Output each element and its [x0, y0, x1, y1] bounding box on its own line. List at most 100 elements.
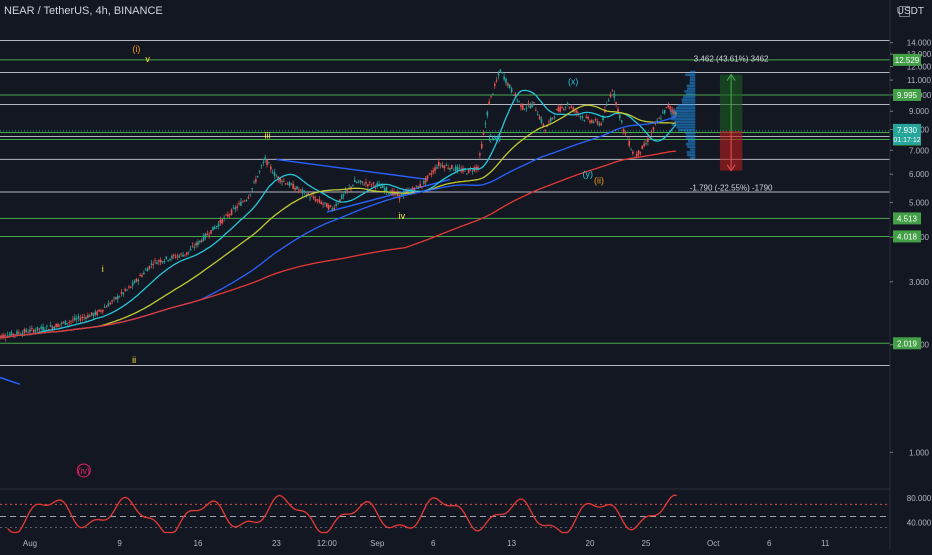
candle-body: [242, 201, 244, 203]
long-position-tool[interactable]: 3.462 (43.61%) 3462 -1.790 (-22.55%) -179…: [690, 55, 773, 193]
candle-body: [167, 260, 169, 262]
candle-body: [210, 230, 212, 234]
candle-body: [512, 94, 515, 96]
candle-body: [637, 150, 640, 156]
candle-body: [105, 306, 108, 308]
candle-body: [227, 214, 229, 217]
candle-body: [221, 219, 224, 224]
candle-body: [508, 84, 511, 88]
candle-body: [38, 328, 41, 330]
candle-body: [283, 180, 285, 182]
candle-body: [327, 205, 330, 210]
candle-body: [589, 120, 591, 123]
osc-tick-label: 80.000: [907, 494, 932, 503]
candle-body: [146, 268, 149, 272]
price-tick-label: 1.000: [909, 448, 930, 457]
candle-body: [135, 278, 138, 282]
candle-body: [542, 124, 545, 127]
candle-body: [611, 90, 614, 92]
time-axis[interactable]: Aug 9 16 23 12:00 Sep 6 13 20 25 Oct 6 11: [23, 539, 830, 548]
candle-body: [228, 214, 231, 216]
candle-body: [292, 184, 294, 189]
level-price-label: 4.018: [897, 232, 918, 241]
candle-body: [288, 182, 291, 186]
candle-body: [197, 241, 199, 245]
candle-body: [410, 190, 412, 193]
candle-body: [669, 106, 672, 110]
candle-body: [32, 329, 35, 333]
candle-body: [88, 315, 91, 318]
candle-body: [396, 192, 399, 196]
candle-body: [225, 214, 227, 216]
candle-body: [479, 153, 481, 156]
candle-body: [294, 188, 296, 190]
candle-body: [296, 186, 298, 190]
candle-body: [182, 254, 184, 257]
candle-body: [419, 184, 421, 188]
wave-label: i: [102, 264, 104, 274]
price-tick-label: 12.000: [907, 63, 932, 72]
candle-body: [284, 183, 287, 185]
candle-body: [31, 328, 33, 329]
candle-body: [208, 234, 210, 236]
trend-lines: [0, 158, 451, 385]
candle-body: [217, 223, 220, 227]
candle-body: [333, 207, 336, 210]
candle-body: [232, 207, 235, 209]
settings-checkbox-icon[interactable]: [899, 6, 910, 17]
candle-body: [335, 204, 337, 206]
candle-body: [85, 317, 87, 319]
wave-label: (i): [132, 44, 140, 54]
candle-body: [656, 120, 658, 122]
countdown-label: 01:17:12: [893, 137, 920, 144]
candle-body: [75, 318, 78, 320]
candle-body: [359, 180, 362, 183]
candle-body: [488, 101, 490, 105]
candle-body: [408, 190, 410, 194]
currency-label[interactable]: USDT: [896, 6, 924, 17]
trend-line-lower: [326, 178, 451, 213]
volume-profile-bar: [684, 90, 696, 93]
volume-profile-bar: [670, 109, 696, 113]
volume-profile-bar: [685, 142, 696, 146]
candle-body: [10, 331, 13, 337]
candle-body: [102, 309, 104, 312]
time-tick-label: 16: [194, 539, 203, 548]
candle-body: [536, 114, 539, 116]
candle-body: [671, 109, 673, 111]
candle-body: [137, 279, 140, 282]
candle-body: [451, 165, 453, 169]
candle-body: [574, 110, 576, 112]
volume-profile-bar: [670, 112, 696, 115]
candle-body: [49, 325, 52, 327]
candle-body: [171, 255, 173, 259]
candle-body: [615, 102, 617, 105]
volume-profile-bar: [687, 87, 696, 90]
price-tick-label: 6.000: [909, 170, 930, 179]
candle-body: [195, 242, 197, 246]
level-price-label: 12.529: [895, 56, 920, 65]
candle-body: [557, 107, 560, 112]
candle-body: [497, 73, 500, 76]
price-tick-label: 3.000: [909, 278, 930, 287]
candle-body: [271, 172, 274, 174]
candle-body: [253, 181, 255, 183]
candle-body: [122, 292, 125, 295]
current-price-label: 7.930: [897, 126, 918, 135]
candle-body: [486, 111, 489, 116]
candle-body: [434, 167, 436, 171]
candle-body: [133, 280, 136, 284]
candle-body: [480, 143, 483, 149]
candle-body: [361, 181, 364, 183]
candle-body: [458, 167, 461, 169]
candle-body: [667, 104, 670, 107]
candle-body: [176, 255, 179, 257]
candle-body: [60, 322, 63, 324]
candle-body: [98, 309, 100, 312]
candle-body: [236, 206, 238, 208]
candle-body: [40, 326, 42, 329]
candle-body: [62, 321, 65, 323]
